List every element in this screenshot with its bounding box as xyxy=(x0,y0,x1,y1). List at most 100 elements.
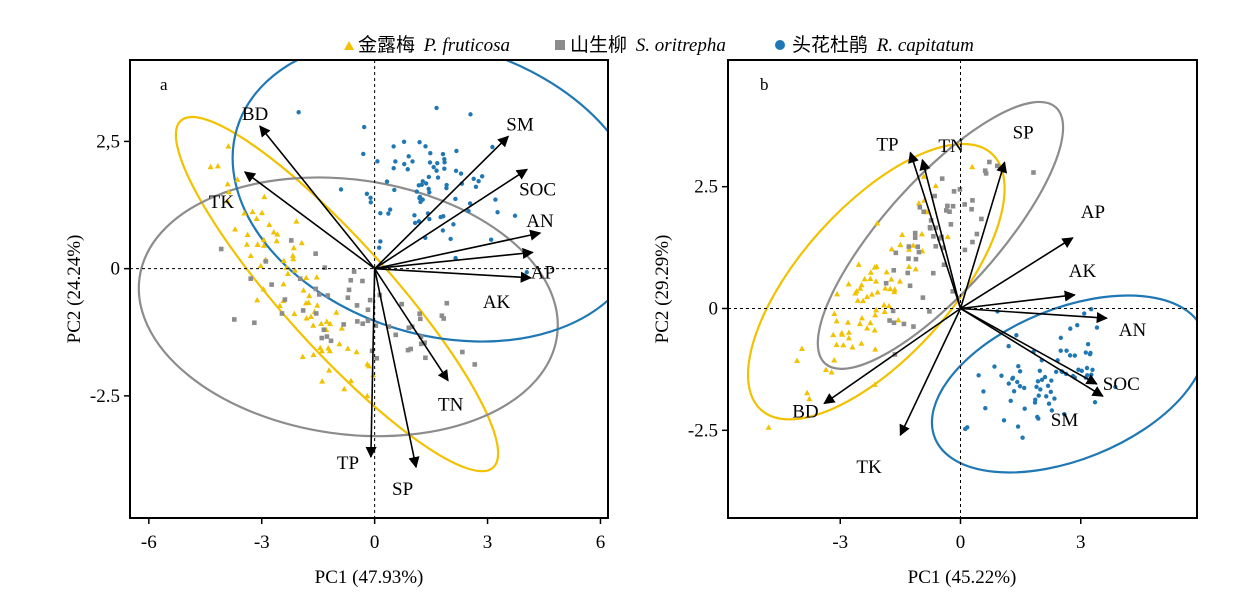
point-s-oritrepha xyxy=(324,334,330,339)
point-r-capitatum xyxy=(391,165,396,171)
loading-arrow-tn xyxy=(373,268,449,382)
point-s-oritrepha xyxy=(418,316,423,322)
point-s-oritrepha xyxy=(887,318,892,323)
point-s-oritrepha xyxy=(319,335,325,341)
point-p-fruticosa xyxy=(261,193,268,200)
point-r-capitatum xyxy=(524,270,529,275)
loading-arrow-soc xyxy=(374,168,529,270)
point-p-fruticosa xyxy=(319,378,326,384)
point-s-oritrepha xyxy=(417,311,422,316)
point-s-oritrepha xyxy=(916,249,922,255)
arrow-label-sm: SM xyxy=(1051,410,1079,431)
point-s-oritrepha xyxy=(399,301,405,307)
point-p-fruticosa xyxy=(794,357,801,363)
point-p-fruticosa xyxy=(207,163,214,170)
point-s-oritrepha xyxy=(891,267,897,273)
legend: 金露梅 P. fruticosa 山生柳 S. oritrepha 头花杜鹃 R… xyxy=(344,34,974,56)
point-s-oritrepha xyxy=(405,347,411,353)
point-r-capitatum xyxy=(434,105,439,111)
point-p-fruticosa xyxy=(891,288,898,295)
point-r-capitatum xyxy=(1045,383,1051,388)
point-p-fruticosa xyxy=(260,236,267,243)
point-s-oritrepha xyxy=(279,311,285,316)
point-r-capitatum xyxy=(1113,384,1118,390)
point-s-oritrepha xyxy=(355,319,360,324)
point-p-fruticosa xyxy=(882,285,889,291)
point-p-fruticosa xyxy=(318,347,325,354)
point-r-capitatum xyxy=(1082,311,1087,316)
point-p-fruticosa xyxy=(874,220,881,226)
arrow-label-an: AN xyxy=(1119,320,1147,341)
point-s-oritrepha xyxy=(912,230,918,236)
point-p-fruticosa xyxy=(247,252,254,259)
point-s-oritrepha xyxy=(933,225,939,231)
point-r-capitatum xyxy=(1033,397,1038,402)
loading-arrow-ap xyxy=(374,247,534,270)
point-r-capitatum xyxy=(1062,411,1067,417)
point-r-capitatum xyxy=(1084,365,1090,371)
point-r-capitatum xyxy=(488,237,494,242)
x-axis-title: PC1 (45.22%) xyxy=(908,567,1017,588)
point-p-fruticosa xyxy=(249,208,256,215)
x-tick-label: -3 xyxy=(832,532,848,553)
point-s-oritrepha xyxy=(943,208,949,213)
point-r-capitatum xyxy=(427,216,432,222)
point-s-oritrepha xyxy=(921,209,927,215)
point-r-capitatum xyxy=(1014,333,1019,338)
point-s-oritrepha xyxy=(441,316,446,321)
point-r-capitatum xyxy=(1068,326,1073,331)
point-r-capitatum xyxy=(1035,379,1041,384)
point-r-capitatum xyxy=(1083,350,1089,355)
point-s-oritrepha xyxy=(444,300,450,306)
point-p-fruticosa xyxy=(831,310,838,316)
x-axis-title: PC1 (47.93%) xyxy=(315,567,424,588)
arrow-label-ak: AK xyxy=(483,292,511,313)
point-s-oritrepha xyxy=(365,307,371,313)
arrow-label-bd: BD xyxy=(242,104,268,125)
x-tick-label: 6 xyxy=(596,532,606,553)
arrow-label-sp: SP xyxy=(1013,122,1034,143)
y-axis-ticks: 2,5 0 -2.5 xyxy=(90,131,130,407)
y-axis-ticks: 2.5 0 -2.5 xyxy=(688,177,728,441)
point-p-fruticosa xyxy=(873,306,880,313)
point-p-fruticosa xyxy=(867,319,874,326)
point-s-oritrepha xyxy=(460,349,465,355)
point-s-oritrepha xyxy=(408,346,414,352)
point-r-capitatum xyxy=(976,373,981,378)
point-s-oritrepha xyxy=(218,246,224,252)
point-p-fruticosa xyxy=(270,229,277,235)
point-s-oritrepha xyxy=(313,251,318,256)
point-s-oritrepha xyxy=(970,239,975,245)
point-p-fruticosa xyxy=(868,291,875,297)
point-p-fruticosa xyxy=(910,242,917,248)
point-p-fruticosa xyxy=(888,276,895,282)
point-r-capitatum xyxy=(453,255,458,261)
point-r-capitatum xyxy=(1006,343,1011,349)
point-r-capitatum xyxy=(1010,375,1016,381)
point-p-fruticosa xyxy=(333,309,340,315)
point-s-oritrepha xyxy=(979,216,984,222)
point-r-capitatum xyxy=(1039,377,1045,382)
point-r-capitatum xyxy=(448,236,453,242)
point-s-oritrepha xyxy=(367,297,373,303)
panel-b: TP TN SP AP AK AN SOC SM BD TK -3 0 3 2.5 0 -2.5 b PC… xyxy=(652,59,1198,588)
point-s-oritrepha xyxy=(365,318,371,324)
point-p-fruticosa xyxy=(310,322,317,328)
point-p-fruticosa xyxy=(314,302,321,308)
point-s-oritrepha xyxy=(951,189,957,194)
point-p-fruticosa xyxy=(864,325,871,331)
arrow-label-soc: SOC xyxy=(1103,374,1140,395)
legend-item-r-capitatum: 头花杜鹃 R. capitatum xyxy=(775,34,974,56)
point-p-fruticosa xyxy=(290,255,297,262)
point-s-oritrepha xyxy=(393,332,399,338)
x-tick-label: -3 xyxy=(254,532,270,553)
point-s-oritrepha xyxy=(930,270,936,276)
point-r-capitatum xyxy=(999,373,1004,378)
point-s-oritrepha xyxy=(316,292,322,297)
point-r-capitatum xyxy=(1052,396,1057,401)
ellipse-s-oritrepha xyxy=(137,176,559,438)
point-p-fruticosa xyxy=(858,340,865,346)
point-s-oritrepha xyxy=(325,293,331,298)
loading-arrow-sp xyxy=(373,268,420,469)
arrow-label-sm: SM xyxy=(506,114,534,135)
